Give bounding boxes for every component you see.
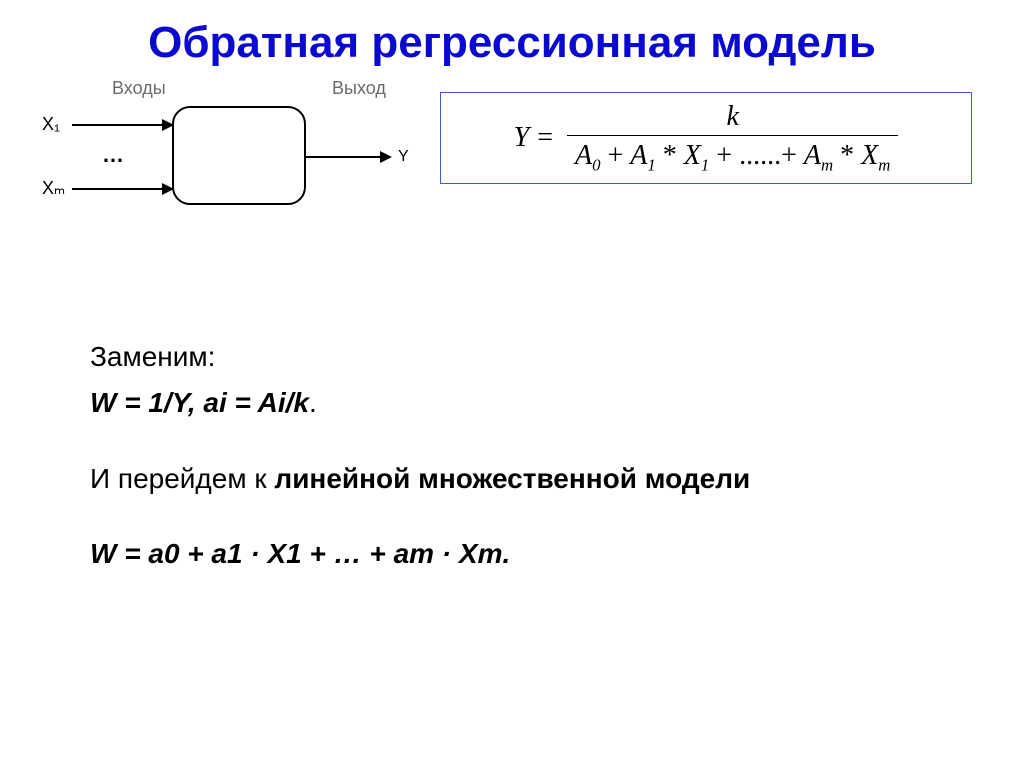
sym-Ai: Ai (258, 387, 286, 418)
txt-comma: , (188, 387, 204, 418)
sym-k: k (293, 387, 309, 418)
lin-1b: 1 + … + (286, 538, 393, 569)
lin-1: 1 · (227, 538, 267, 569)
txt-eq1: = 1/ (116, 387, 171, 418)
output-label: Выход (332, 78, 386, 99)
den-A0-sub: 0 (592, 155, 600, 174)
arrow-y-head-icon (380, 151, 392, 163)
formula: Y = k A0 + A1 * X1 + ......+ Am * Xm (514, 101, 899, 176)
txt-dot1: . (309, 387, 317, 418)
txt-transition-b: линейной множественной модели (274, 463, 750, 494)
den-A1-sub: 1 (647, 155, 655, 174)
den-A1: A (630, 140, 647, 171)
body-text: Заменим: W = 1/Y, ai = Ai/k. И перейдем … (90, 338, 950, 581)
block-diagram: Входы Выход X₁ Xₘ … Y (42, 78, 432, 258)
den-Am-sub: m (821, 155, 833, 174)
txt-eq2: = (227, 387, 258, 418)
line-linear-model: W = a0 + a1 · X1 + … + am · Xm. (90, 535, 950, 573)
lin-a0: a (148, 538, 164, 569)
formula-equals: = (529, 122, 567, 154)
formula-Y: Y (514, 122, 530, 154)
spacer-1 (90, 430, 950, 460)
sym-W: W (90, 387, 116, 418)
sym-Y: Y (172, 387, 188, 418)
den-Xm-sub: m (878, 155, 890, 174)
den-X1: X (684, 140, 701, 171)
formula-numerator: k (718, 101, 746, 135)
lin-am: am (394, 538, 434, 569)
slide-title: Обратная регрессионная модель (0, 18, 1024, 68)
arrow-x1-line (72, 124, 166, 126)
lin-eq: = (116, 538, 148, 569)
lin-Xm: Xm (459, 538, 503, 569)
den-plus1: + (601, 140, 631, 171)
lin-a1: a (211, 538, 227, 569)
formula-fraction: k A0 + A1 * X1 + ......+ Am * Xm (567, 101, 898, 176)
lin-X1: X (267, 538, 286, 569)
txt-transition-a: И перейдем к (90, 463, 274, 494)
arrow-xm-line (72, 188, 166, 190)
input-xm-label: Xₘ (42, 178, 65, 199)
lin-0: 0 + (164, 538, 211, 569)
input-ellipsis: … (102, 142, 126, 168)
sym-ai: ai (203, 387, 226, 418)
den-Xm: X (861, 140, 878, 171)
line-substitute: Заменим: (90, 338, 950, 376)
spacer-2 (90, 505, 950, 535)
den-Am: A (804, 140, 821, 171)
formula-box: Y = k A0 + A1 * X1 + ......+ Am * Xm (440, 92, 972, 184)
lin-dot: · (434, 538, 459, 569)
formula-denominator: A0 + A1 * X1 + ......+ Am * Xm (567, 135, 898, 176)
output-y-label: Y (398, 148, 409, 166)
den-A0: A (575, 140, 592, 171)
line-transition: И перейдем к линейной множественной моде… (90, 460, 950, 498)
den-dots: + ......+ (709, 140, 804, 171)
slide: Обратная регрессионная модель Входы Выхо… (0, 0, 1024, 768)
den-star2: * (833, 140, 861, 171)
input-x1-label: X₁ (42, 114, 60, 135)
lin-W: W (90, 538, 116, 569)
inputs-label: Входы (112, 78, 166, 99)
den-star1: * (656, 140, 684, 171)
arrow-y-line (304, 156, 384, 158)
lin-end: . (503, 538, 511, 569)
model-box (172, 106, 306, 205)
line-substitution-formula: W = 1/Y, ai = Ai/k. (90, 384, 950, 422)
